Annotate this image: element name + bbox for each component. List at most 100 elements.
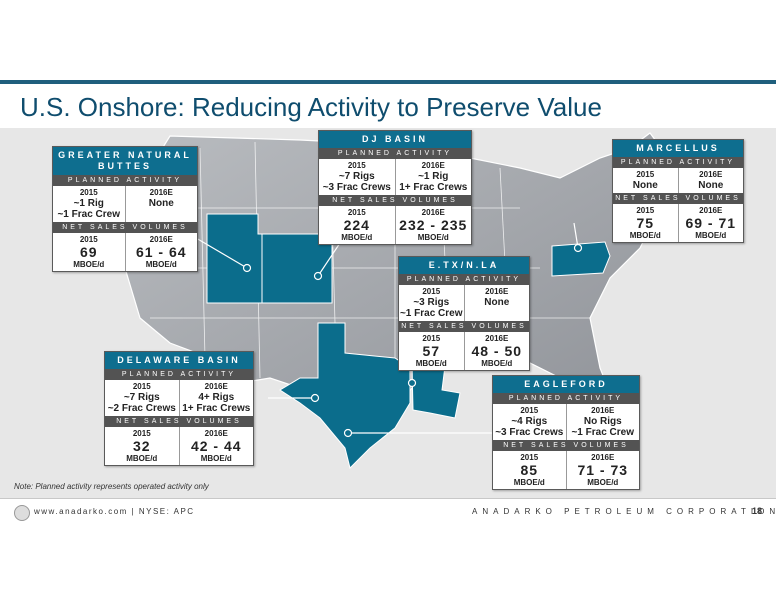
- volume-2015: 75: [636, 215, 655, 231]
- activity-year-2015: 2015: [79, 188, 98, 197]
- volume-unit: MBOE/d: [415, 359, 447, 368]
- activity-year-2016: 2016E: [421, 161, 445, 170]
- basin-name: EAGLEFORD: [493, 376, 639, 393]
- planned-label: PLANNED ACTIVITY: [319, 148, 471, 159]
- volumes-label: NET SALES VOLUMES: [53, 222, 197, 233]
- header-area: [0, 0, 776, 85]
- volume-year-2015: 2015: [520, 453, 539, 462]
- basin-name: MARCELLUS: [613, 140, 743, 157]
- volume-year-2016: 2016E: [485, 334, 509, 343]
- activity-2016: None: [148, 198, 174, 209]
- volume-unit: MBOE/d: [513, 478, 545, 487]
- volume-2015: 85: [520, 462, 539, 478]
- volume-unit: MBOE/d: [695, 231, 727, 240]
- activity-year-2015: 2015: [422, 287, 441, 296]
- volume-year-2016: 2016E: [699, 206, 723, 215]
- volume-year-2016: 2016E: [421, 208, 445, 217]
- activity-year-2016: 2016E: [149, 188, 173, 197]
- volume-unit: MBOE/d: [417, 233, 449, 242]
- activity-year-2016: 2016E: [485, 287, 509, 296]
- volume-unit: MBOE/d: [200, 454, 232, 463]
- activity-2015: ~7 Rigs ~2 Frac Crews: [107, 392, 176, 414]
- volumes-label: NET SALES VOLUMES: [493, 440, 639, 451]
- volume-2015: 69: [79, 244, 98, 260]
- activity-2015: ~7 Rigs ~3 Frac Crews: [322, 171, 391, 193]
- basin-card-marcellus: MARCELLUS PLANNED ACTIVITY 2015 None 2016…: [612, 139, 744, 243]
- activity-year-2015: 2015: [132, 382, 151, 391]
- basin-card-delaware: DELAWARE BASIN PLANNED ACTIVITY 2015 ~7 R…: [104, 351, 254, 466]
- activity-2016: No Rigs ~1 Frac Crew: [571, 416, 635, 438]
- activity-2016: None: [484, 297, 510, 308]
- planned-label: PLANNED ACTIVITY: [105, 369, 253, 380]
- planned-label: PLANNED ACTIVITY: [399, 274, 529, 285]
- page-title: U.S. Onshore: Reducing Activity to Prese…: [20, 92, 602, 122]
- activity-2015: ~4 Rigs ~3 Frac Crews: [495, 416, 564, 438]
- volume-2016: 69 - 71: [685, 215, 737, 231]
- volume-unit: MBOE/d: [73, 260, 105, 269]
- activity-year-2015: 2015: [347, 161, 366, 170]
- activity-2016: None: [698, 180, 724, 191]
- volume-year-2015: 2015: [636, 206, 655, 215]
- volume-2016: 71 - 73: [577, 462, 629, 478]
- basin-name: E.TX/N.LA: [399, 257, 529, 274]
- volume-unit: MBOE/d: [587, 478, 619, 487]
- planned-label: PLANNED ACTIVITY: [613, 157, 743, 168]
- footer-website: www.anadarko.com | NYSE: APC: [34, 507, 195, 516]
- planned-label: PLANNED ACTIVITY: [53, 175, 197, 186]
- basin-name: DELAWARE BASIN: [105, 352, 253, 369]
- volume-2016: 232 - 235: [399, 217, 468, 233]
- volumes-label: NET SALES VOLUMES: [613, 193, 743, 204]
- activity-year-2016: 2016E: [699, 170, 723, 179]
- volume-year-2016: 2016E: [204, 429, 228, 438]
- volume-2016: 61 - 64: [135, 244, 187, 260]
- volume-2016: 42 - 44: [190, 438, 242, 454]
- volume-unit: MBOE/d: [145, 260, 177, 269]
- footer: www.anadarko.com | NYSE: APC ANADARKO PE…: [0, 502, 776, 522]
- volume-unit: MBOE/d: [126, 454, 158, 463]
- page-number: 18: [752, 506, 763, 516]
- basin-card-gnb: GREATER NATURAL BUTTES PLANNED ACTIVITY …: [52, 146, 198, 272]
- planned-label: PLANNED ACTIVITY: [493, 393, 639, 404]
- volume-year-2016: 2016E: [149, 235, 173, 244]
- volume-year-2015: 2015: [347, 208, 366, 217]
- texas-state: [279, 322, 411, 469]
- activity-2016: 4+ Rigs 1+ Frac Crews: [182, 392, 251, 414]
- pennsylvania-state: [551, 241, 611, 277]
- volume-2016: 48 - 50: [471, 343, 523, 359]
- louisiana-state: [411, 365, 461, 419]
- footer-company: ANADARKO PETROLEUM CORPORATION: [472, 507, 776, 516]
- volume-unit: MBOE/d: [481, 359, 513, 368]
- volumes-label: NET SALES VOLUMES: [319, 195, 471, 206]
- volumes-label: NET SALES VOLUMES: [399, 321, 529, 332]
- utah-state: [206, 213, 263, 304]
- activity-year-2016: 2016E: [204, 382, 228, 391]
- volume-2015: 32: [132, 438, 151, 454]
- activity-2016: ~1 Rig 1+ Frac Crews: [399, 171, 468, 193]
- activity-year-2015: 2015: [520, 406, 539, 415]
- footnote: Note: Planned activity represents operat…: [14, 482, 209, 491]
- volume-year-2015: 2015: [132, 429, 151, 438]
- activity-2015: ~3 Rigs ~1 Frac Crew: [399, 297, 463, 319]
- volume-year-2015: 2015: [79, 235, 98, 244]
- volume-2015: 57: [422, 343, 441, 359]
- anadarko-logo-icon: [14, 505, 30, 521]
- activity-year-2016: 2016E: [591, 406, 615, 415]
- footer-rule: [0, 498, 776, 499]
- activity-year-2015: 2015: [636, 170, 655, 179]
- volume-year-2015: 2015: [422, 334, 441, 343]
- colorado-state: [261, 233, 333, 304]
- volume-year-2016: 2016E: [591, 453, 615, 462]
- basin-card-etx: E.TX/N.LA PLANNED ACTIVITY 2015 ~3 Rigs ~…: [398, 256, 530, 371]
- activity-2015: ~1 Rig ~1 Frac Crew: [57, 198, 121, 220]
- basin-card-dj: DJ BASIN PLANNED ACTIVITY 2015 ~7 Rigs ~3…: [318, 130, 472, 245]
- basin-name: DJ BASIN: [319, 131, 471, 148]
- volumes-label: NET SALES VOLUMES: [105, 416, 253, 427]
- volume-unit: MBOE/d: [341, 233, 373, 242]
- volume-2015: 224: [343, 217, 370, 233]
- activity-2015: None: [632, 180, 658, 191]
- volume-unit: MBOE/d: [629, 231, 661, 240]
- title-rule: [0, 80, 776, 84]
- basin-name: GREATER NATURAL BUTTES: [53, 147, 197, 175]
- basin-card-eagleford: EAGLEFORD PLANNED ACTIVITY 2015 ~4 Rigs ~…: [492, 375, 640, 490]
